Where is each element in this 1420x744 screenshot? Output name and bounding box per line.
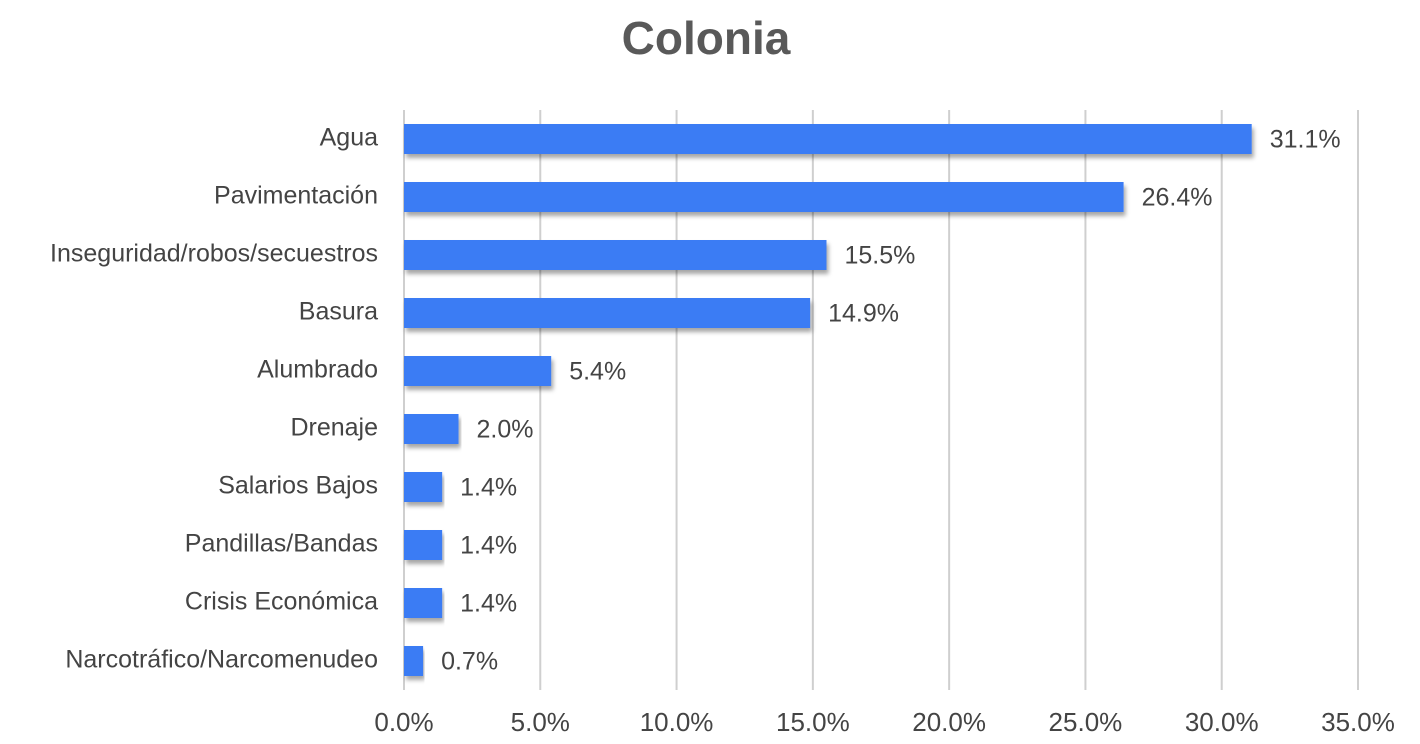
bar [404, 356, 552, 386]
y-tick-label: Alumbrado [257, 356, 378, 384]
y-tick-label: Basura [299, 298, 378, 326]
data-label: 26.4% [1142, 184, 1213, 212]
chart-title: Colonia [622, 12, 791, 64]
bar [404, 530, 443, 560]
y-tick-label: Drenaje [290, 414, 378, 442]
x-tick-label: 20.0% [912, 707, 986, 737]
bar [404, 182, 1124, 212]
data-label: 1.4% [460, 532, 517, 560]
bar [404, 414, 459, 444]
bar [404, 124, 1252, 154]
x-tick-label: 10.0% [640, 707, 714, 737]
bar [404, 472, 443, 502]
y-tick-label: Crisis Económica [185, 588, 378, 616]
x-tick-label: 30.0% [1185, 707, 1259, 737]
bar [404, 646, 424, 676]
data-label: 14.9% [828, 300, 899, 328]
data-label: 15.5% [844, 242, 915, 270]
y-tick-label: Salarios Bajos [218, 472, 378, 500]
data-label: 0.7% [441, 648, 498, 676]
bar [404, 588, 443, 618]
x-tick-label: 0.0% [374, 707, 433, 737]
x-tick-label: 5.0% [511, 707, 570, 737]
data-label: 1.4% [460, 590, 517, 618]
bar [404, 298, 811, 328]
y-tick-label: Pandillas/Bandas [185, 530, 378, 558]
x-tick-label: 35.0% [1321, 707, 1395, 737]
data-label: 2.0% [477, 416, 534, 444]
data-label: 31.1% [1270, 126, 1341, 154]
bar [404, 240, 827, 270]
y-tick-label: Inseguridad/robos/secuestros [50, 240, 378, 268]
y-tick-label: Narcotráfico/Narcomenudeo [65, 646, 378, 674]
y-tick-label: Pavimentación [214, 182, 378, 210]
data-label: 5.4% [569, 358, 626, 386]
x-tick-label: 25.0% [1049, 707, 1123, 737]
x-tick-label: 15.0% [776, 707, 850, 737]
data-label: 1.4% [460, 474, 517, 502]
y-tick-label: Agua [320, 124, 378, 152]
